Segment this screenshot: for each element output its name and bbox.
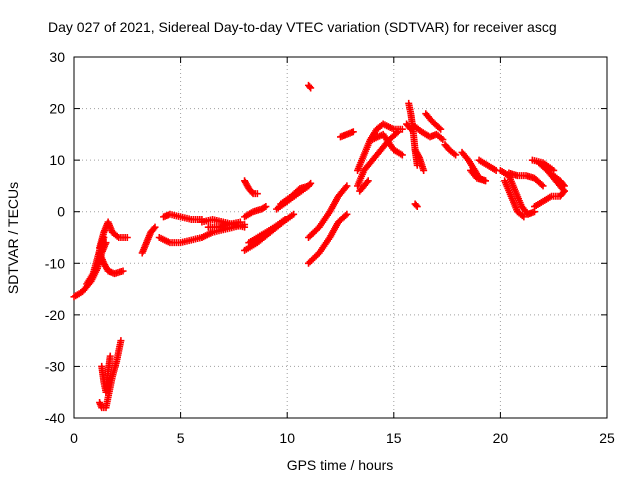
data-point <box>393 129 401 137</box>
data-point <box>394 128 402 136</box>
data-point <box>241 223 249 231</box>
y-tick-label: -10 <box>45 255 65 271</box>
data-point <box>119 267 127 275</box>
data-points <box>70 81 568 412</box>
x-tick-label: 10 <box>279 430 295 446</box>
y-tick-label: -40 <box>45 410 65 426</box>
data-point <box>151 223 159 231</box>
chart-title: Day 027 of 2021, Sidereal Day-to-day VTE… <box>48 19 557 35</box>
data-point <box>253 190 261 198</box>
x-axis-label: GPS time / hours <box>287 457 394 473</box>
data-point <box>520 213 528 221</box>
data-point <box>117 337 125 345</box>
y-tick-label: 10 <box>49 152 65 168</box>
data-point <box>412 201 420 209</box>
data-point <box>123 234 131 241</box>
y-tick-label: -20 <box>45 307 65 323</box>
data-point <box>306 83 314 91</box>
data-point <box>236 218 244 226</box>
axis-ticks: 0 5 10 15 20 25 -40 -30 -20 -10 0 10 20 30 <box>45 49 615 446</box>
x-tick-label: 5 <box>177 430 185 446</box>
data-point <box>305 182 313 190</box>
y-tick-label: -30 <box>45 358 65 374</box>
plot-frame <box>73 56 608 419</box>
data-point <box>398 151 406 159</box>
data-point <box>363 178 371 186</box>
data-point <box>398 125 406 133</box>
data-point <box>262 203 270 211</box>
y-tick-label: 30 <box>49 49 65 65</box>
y-tick-label: 20 <box>49 101 65 117</box>
y-axis-label: SDTVAR / TECUs <box>5 182 21 294</box>
data-point <box>248 188 256 196</box>
data-point <box>307 84 315 92</box>
data-point <box>343 210 351 218</box>
data-point <box>342 183 350 191</box>
data-point <box>343 182 351 190</box>
data-point <box>150 224 158 232</box>
x-tick-label: 0 <box>70 430 78 446</box>
data-point <box>435 124 443 132</box>
data-point <box>560 182 568 190</box>
y-tick-label: 0 <box>57 204 65 220</box>
data-point <box>452 151 460 159</box>
data-point <box>538 181 546 189</box>
x-tick-label: 20 <box>493 430 509 446</box>
data-point <box>413 203 421 211</box>
data-point <box>290 210 298 218</box>
data-point <box>260 203 268 211</box>
data-point <box>341 212 349 220</box>
x-tick-label: 25 <box>599 430 615 446</box>
data-point <box>281 215 289 223</box>
data-point <box>364 177 372 185</box>
grid <box>74 57 607 418</box>
data-point <box>349 128 357 136</box>
data-point <box>559 181 567 189</box>
data-point <box>439 136 447 144</box>
data-point <box>481 177 489 185</box>
data-point <box>106 352 114 360</box>
data-point <box>437 125 445 133</box>
x-tick-label: 15 <box>386 430 402 446</box>
data-point <box>420 166 428 174</box>
data-point <box>539 182 547 190</box>
